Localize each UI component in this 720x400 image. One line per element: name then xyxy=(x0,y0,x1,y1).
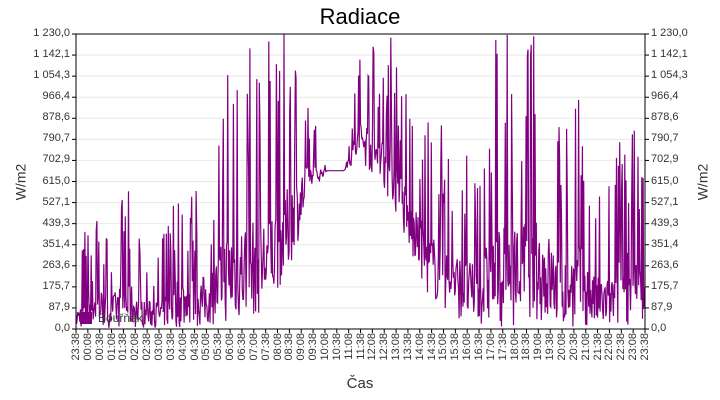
y-tick-label: 790,7 xyxy=(42,132,70,145)
chart-title: Radiace xyxy=(319,4,401,29)
y-tick-label: 1 054,3 xyxy=(33,69,70,82)
y-tick-label: 175,7 xyxy=(42,279,70,292)
y-tick-label: 263,6 xyxy=(42,258,70,271)
y-tick-label: 966,4 xyxy=(42,90,70,103)
y-tick-label: 439,3 xyxy=(651,216,679,229)
y-tick-label: 790,7 xyxy=(651,132,679,145)
y-tick-label: 0,0 xyxy=(54,322,70,334)
y-tick-label: 351,4 xyxy=(651,237,679,250)
y-tick-label: 527,1 xyxy=(651,195,679,208)
y-tick-label: 615,0 xyxy=(42,174,70,187)
y-tick-label: 966,4 xyxy=(651,90,679,103)
legend-swatch xyxy=(80,312,92,324)
y-tick-label: 1 054,3 xyxy=(651,69,688,82)
y-tick-label: 87,9 xyxy=(48,300,70,313)
y-tick-label: 1 230,0 xyxy=(651,27,688,39)
y-tick-label: 1 142,1 xyxy=(33,48,70,61)
y-tick-label: 175,7 xyxy=(651,279,679,292)
y-tick-label: 615,0 xyxy=(651,174,679,187)
y-tick-label: 878,6 xyxy=(42,111,70,124)
y-tick-label: 0,0 xyxy=(651,322,667,334)
y-tick-label: 1 230,0 xyxy=(33,27,70,39)
y-tick-label: 878,6 xyxy=(651,111,679,124)
y-tick-label: 263,6 xyxy=(651,258,679,271)
x-axis-title: Čas xyxy=(346,375,374,392)
legend: Bouřňák xyxy=(80,311,143,325)
y-tick-label: 527,1 xyxy=(42,195,70,208)
y-tick-label: 439,3 xyxy=(42,216,70,229)
y-tick-label: 702,9 xyxy=(651,153,679,166)
y-tick-label: 1 142,1 xyxy=(651,48,688,61)
y-tick-label: 702,9 xyxy=(42,153,70,166)
y-tick-label: 87,9 xyxy=(651,300,673,313)
y-tick-label: 351,4 xyxy=(42,237,70,250)
legend-label: Bouřňák xyxy=(98,311,143,325)
